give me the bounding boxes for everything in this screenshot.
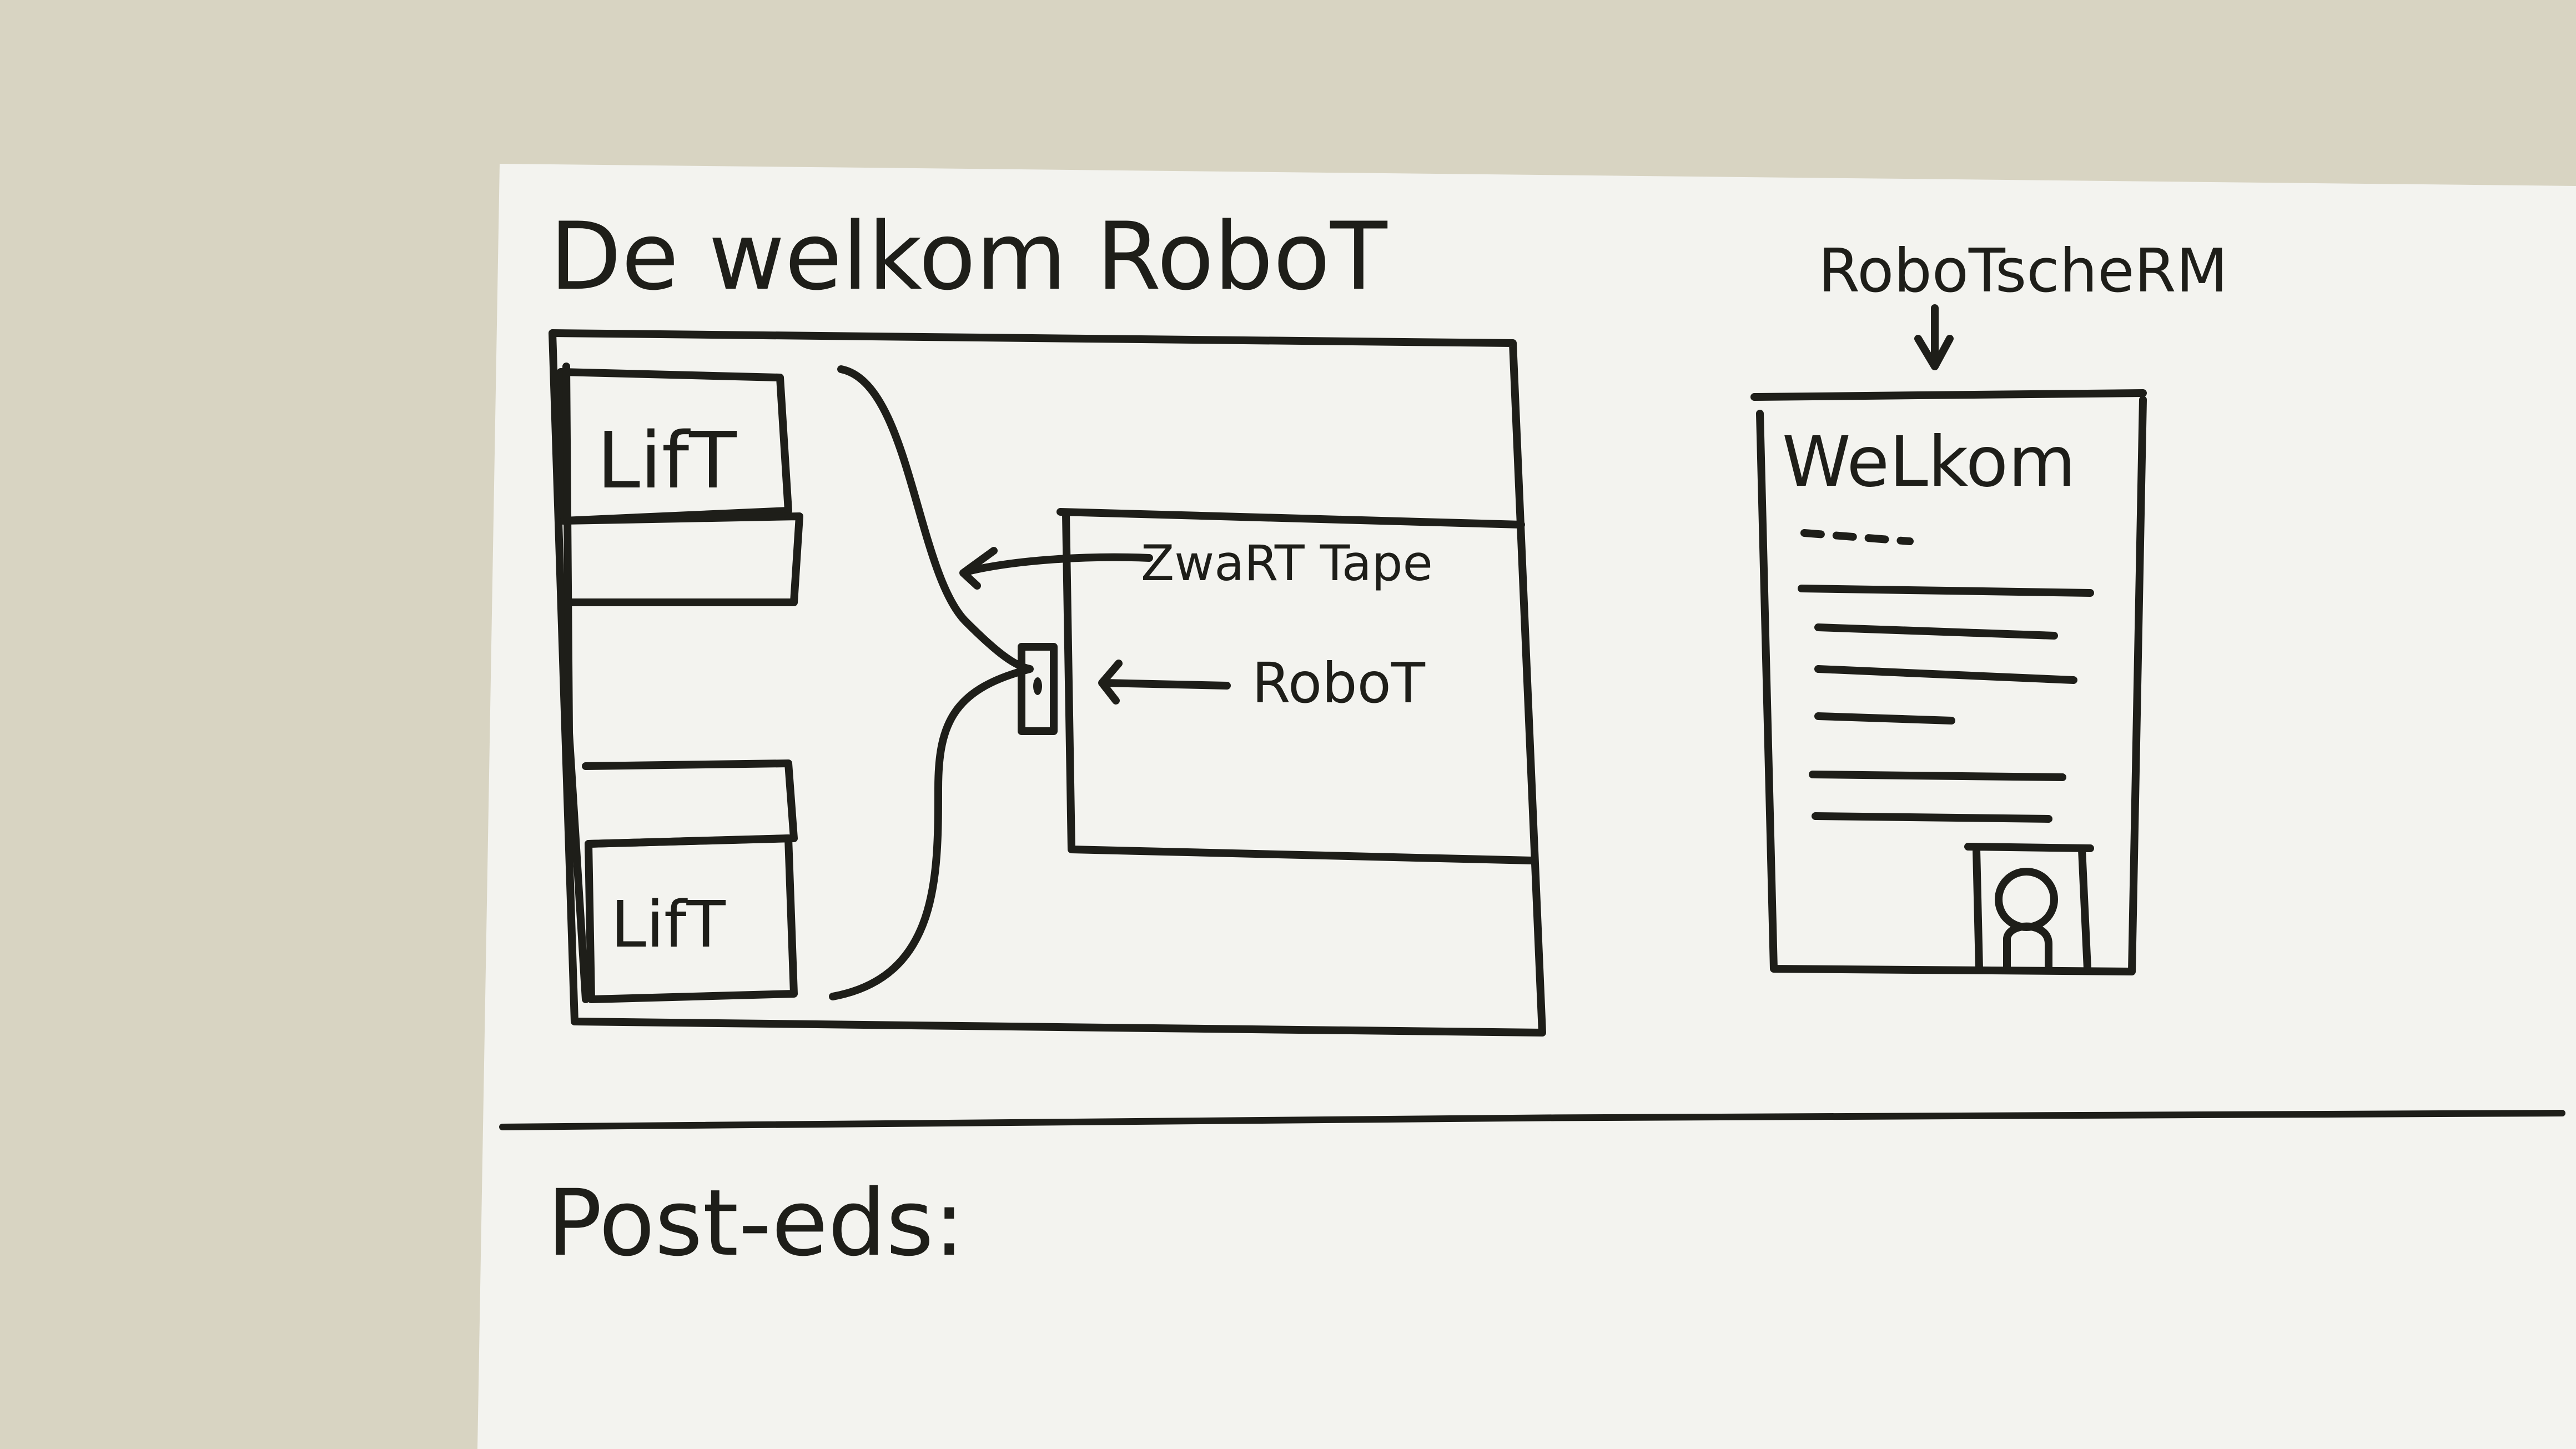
screen-top-edge xyxy=(1750,389,2147,401)
text-line xyxy=(1798,585,2094,597)
robot-screen xyxy=(1750,304,2147,975)
screen-greeting: WeLkom xyxy=(1782,422,2076,502)
caption-arrow-head xyxy=(1914,335,1954,370)
page-title: De welkom RoboT xyxy=(550,202,1388,311)
lift-top-label: LifT xyxy=(597,416,737,506)
text-line xyxy=(1809,771,2066,781)
text-line xyxy=(1812,812,2052,823)
tape-arrow-shaft xyxy=(962,553,1153,576)
text-line xyxy=(1814,665,2077,684)
robot-label: RoboT xyxy=(1252,651,1426,716)
lift-bottom-box xyxy=(585,834,798,1003)
paper-sheet xyxy=(477,164,2576,1449)
left-inner-wall xyxy=(562,363,590,1003)
tape-arrow-head xyxy=(959,547,998,590)
text-line xyxy=(1814,623,2058,640)
postits-label: Post-eds: xyxy=(547,1170,965,1276)
inner-room xyxy=(1056,508,1536,864)
screen-frame xyxy=(1756,396,2147,975)
robot-dot xyxy=(1033,677,1042,695)
lift-bottom-label: LifT xyxy=(611,888,726,962)
floorplan xyxy=(549,329,1546,1037)
robot-arrow-shaft xyxy=(1101,679,1231,690)
lift-top-lobby xyxy=(560,512,803,606)
photo-box xyxy=(1964,843,2094,973)
person-body-icon xyxy=(2003,922,2052,973)
screen-caption: RoboTscheRM xyxy=(1818,237,2228,306)
subtitle-dashes xyxy=(1800,529,1914,545)
robot-rect xyxy=(1018,643,1058,735)
section-divider xyxy=(499,1110,2565,1130)
black-tape-curve xyxy=(829,365,1034,1000)
room-outline xyxy=(549,329,1546,1037)
robot-arrow-head xyxy=(1098,660,1123,705)
text-line xyxy=(1814,712,1955,724)
tape-label: ZwaRT Tape xyxy=(1141,535,1433,592)
lift-top-box xyxy=(557,368,792,525)
